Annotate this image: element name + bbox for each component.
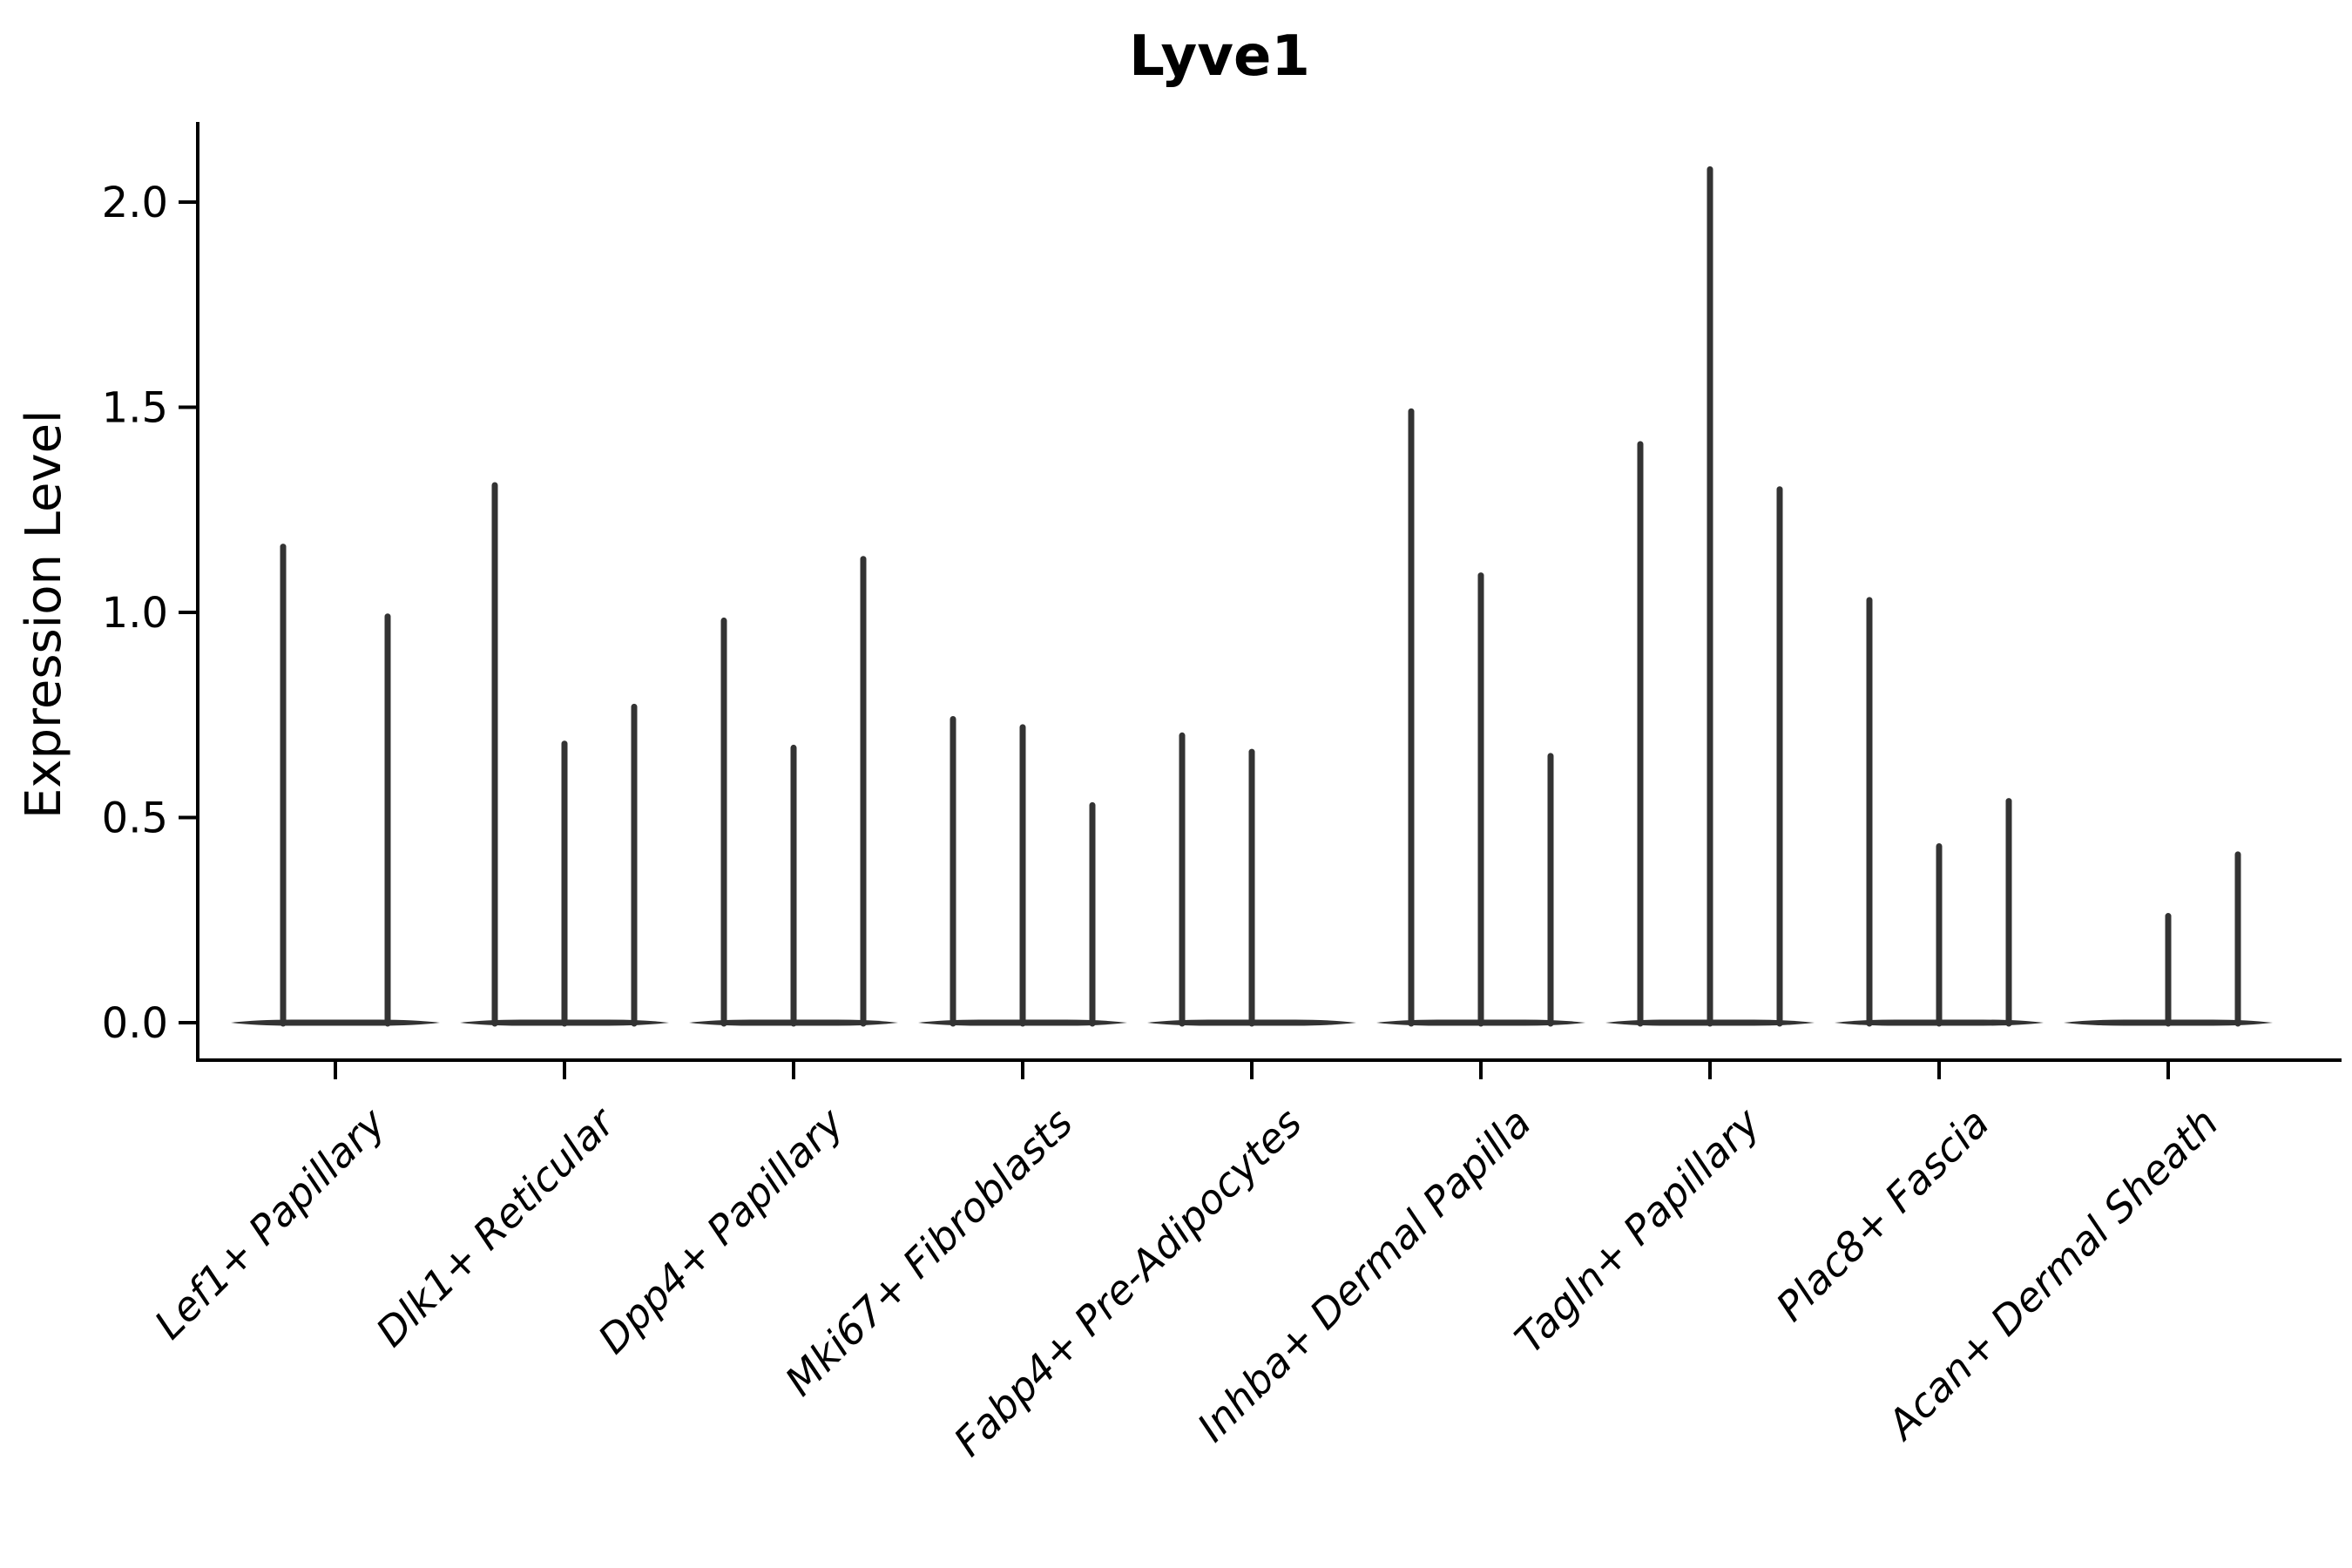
x-tick-label: Lef1+ Papillary [145, 1098, 395, 1348]
violin-body [231, 1019, 440, 1026]
x-tick-label: Dlk1+ Reticular [367, 1097, 625, 1355]
x-tick-label: Dpp4+ Papillary [589, 1098, 853, 1362]
y-tick-label: 1.0 [102, 589, 168, 638]
chart-title: Lyve1 [1129, 24, 1310, 89]
x-tick-label: Tagln+ Papillary [1505, 1098, 1769, 1362]
y-tick-label: 2.0 [102, 179, 168, 227]
x-tick-label: Plac8+ Fascia [1767, 1099, 1997, 1330]
y-tick-label: 0.0 [102, 999, 168, 1048]
y-tick-label: 0.5 [102, 794, 168, 843]
y-tick-label: 1.5 [102, 384, 168, 433]
